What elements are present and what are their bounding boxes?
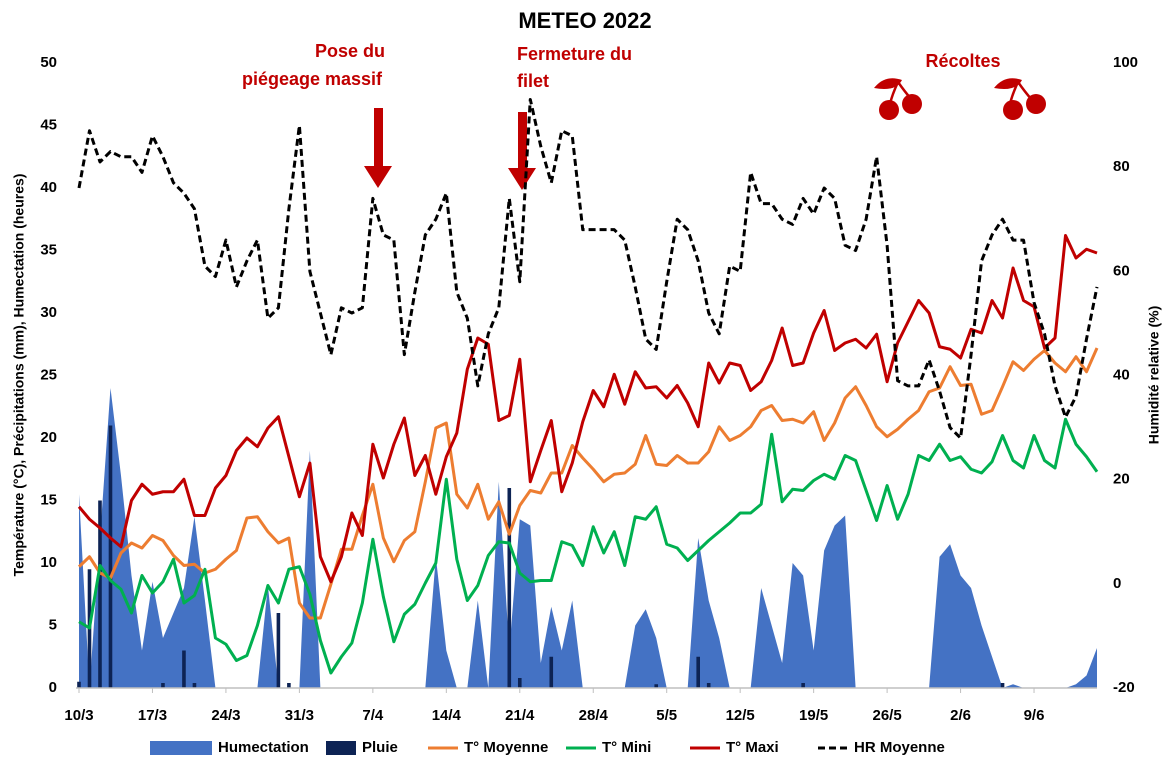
bar [182,650,186,688]
bar [706,683,711,688]
x-tick-label: 26/5 [873,707,902,724]
y-tick-label: 40 [40,179,57,196]
bar [507,488,512,688]
x-tick-label: 5/5 [656,707,677,724]
legend-label: T° Moyenne [464,739,548,756]
y-tick-label: 25 [40,366,57,383]
y-tick-label: 30 [40,304,57,321]
bar [1000,683,1005,688]
legend-label: T° Mini [602,739,651,756]
plot-area [77,97,1099,688]
annotation-text: filet [517,71,549,91]
legend-label: HR Moyenne [854,739,945,756]
y2-tick-label: 40 [1113,366,1130,383]
line [78,417,1099,675]
y-tick-label: 15 [40,491,57,508]
y2-axis-title: Humidité relative (%) [1146,306,1162,444]
x-tick-label: 17/3 [138,707,167,724]
annotation-filet: Fermeture du filet [508,44,632,190]
legend-label: Humectation [218,739,309,756]
bar [276,613,281,688]
x-tick-label: 9/6 [1024,707,1045,724]
y2-tick-label: 100 [1113,54,1138,71]
y-tick-label: 50 [40,54,57,71]
y-tick-label: 0 [49,679,57,696]
y-tick-label: 45 [40,116,57,133]
bar [549,656,554,688]
cherry-icon [994,78,1046,120]
x-tick-label: 14/4 [432,707,462,724]
x-tick-label: 2/6 [950,707,971,724]
annotation-recoltes: Récoltes [874,51,1046,120]
bar [77,681,81,688]
line [77,97,1099,440]
bar [98,500,102,688]
bar [801,683,805,688]
x-tick-label: 28/4 [579,707,609,724]
bar [696,656,700,688]
x-tick-label: 24/3 [211,707,240,724]
chart-title: METEO 2022 [518,8,651,33]
bar [108,425,113,688]
x-tick-label: 12/5 [726,707,755,724]
annotation-text: piégeage massif [242,69,383,89]
y2-tick-label: 80 [1113,158,1130,175]
bar [161,683,165,688]
y2-tick-label: 20 [1113,471,1130,488]
annotation-text: Récoltes [925,51,1000,71]
x-tick-label: 31/3 [285,707,314,724]
legend-swatch [150,741,212,755]
bar [192,683,197,688]
annotation-pose: Pose du piégeage massif [242,41,392,188]
y-axis-title: Température (°C), Précipitations (mm), H… [11,174,27,577]
x-tick-label: 19/5 [799,707,828,724]
x-tick-label: 21/4 [505,707,535,724]
annotation-text: Pose du [315,41,385,61]
arrow [508,112,536,190]
legend: Humectation Pluie T° Moyenne T° Mini T° Maxi… [150,739,945,756]
bar [654,684,659,688]
y-tick-label: 35 [40,241,57,258]
legend-swatch [326,741,356,755]
y-tick-label: 5 [49,616,57,633]
x-tick-label: 7/4 [362,707,384,724]
area [79,388,1097,688]
y-tick-label: 20 [40,429,57,446]
bar [517,678,522,688]
annotation-text: Fermeture du [517,44,632,64]
line [77,347,1099,620]
bar [287,683,291,688]
legend-label: Pluie [362,739,398,756]
y2-tick-label: -20 [1113,679,1135,696]
line [77,234,1098,584]
y2-tick-label: 60 [1113,262,1130,279]
legend-label: T° Maxi [726,739,779,756]
arrow [364,108,392,188]
x-tick-label: 10/3 [64,707,93,724]
cherry-icon [874,78,922,120]
y2-tick-label: 0 [1113,575,1121,592]
y-tick-label: 10 [40,554,57,571]
